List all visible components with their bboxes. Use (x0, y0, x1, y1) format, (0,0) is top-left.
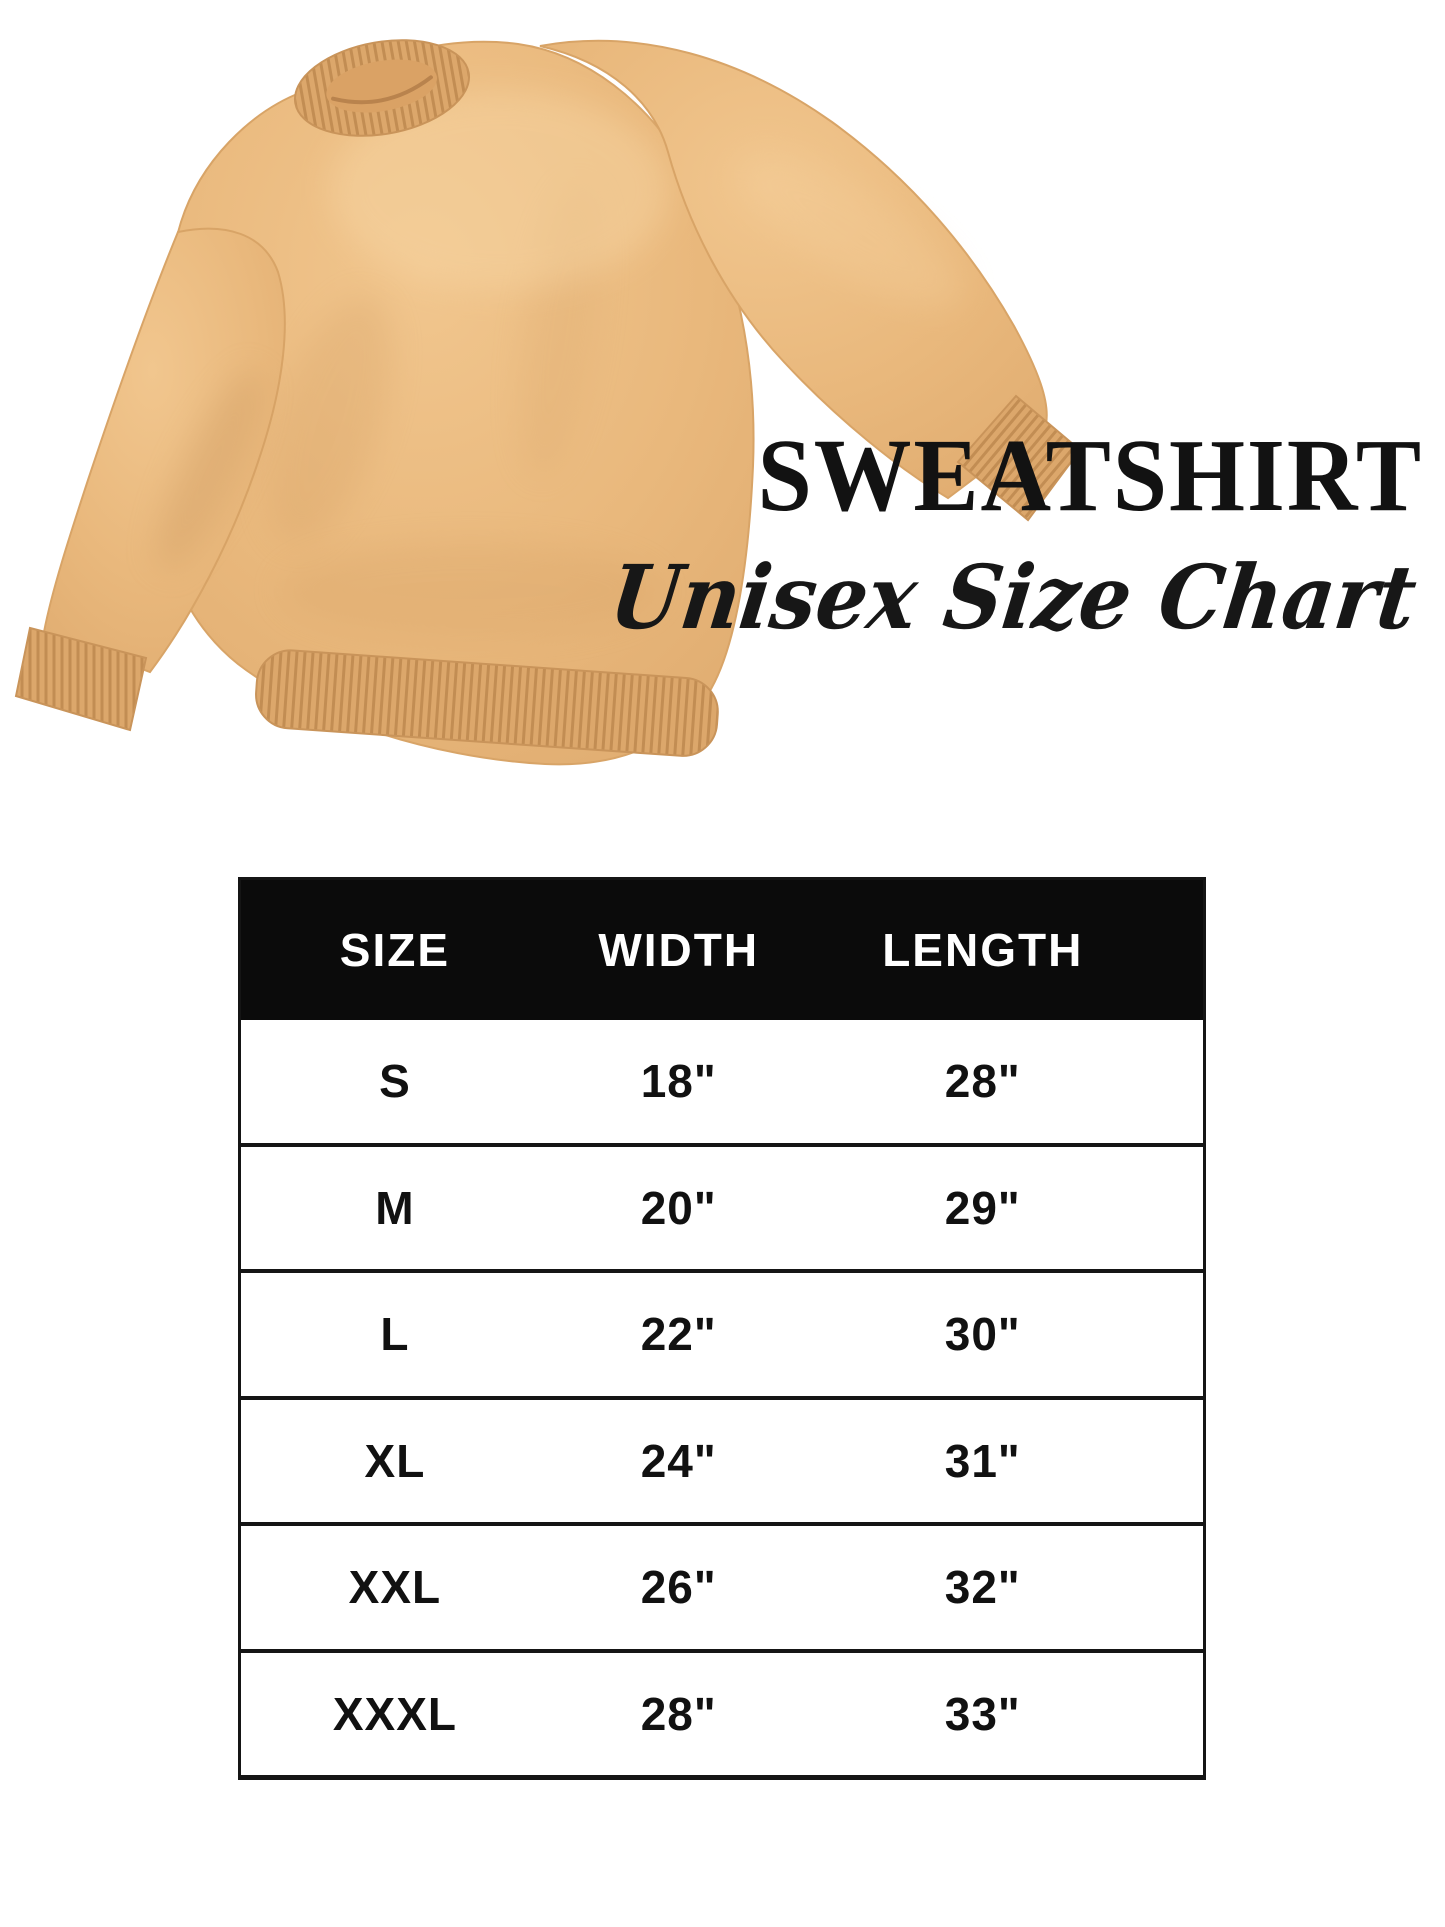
collar-ribbing (293, 39, 471, 137)
size-cell: XXL (348, 1561, 442, 1614)
width-cell: 22" (640, 1308, 717, 1361)
size-table-header: SIZE WIDTH LENGTH (241, 880, 1203, 1020)
table-row: XXL 26" 32" (241, 1522, 1203, 1649)
table-row: L 22" 30" (241, 1269, 1203, 1396)
page-title: SWEATSHIRT (757, 418, 1423, 533)
page-subtitle: Unisex Size Chart (604, 545, 1422, 649)
length-cell: 33" (944, 1687, 1021, 1740)
width-cell: 26" (640, 1561, 717, 1614)
size-table: SIZE WIDTH LENGTH S 18" 28" M 20" 29" L … (238, 877, 1206, 1780)
left-cuff-ribbing (14, 626, 148, 732)
width-cell: 18" (640, 1055, 717, 1108)
size-cell: XL (364, 1434, 426, 1487)
length-cell: 30" (944, 1308, 1021, 1361)
column-header-width: WIDTH (598, 924, 760, 976)
length-cell: 28" (944, 1055, 1021, 1108)
size-cell: XXXL (332, 1687, 457, 1740)
table-row: S 18" 28" (241, 1020, 1203, 1143)
table-row: XL 24" 31" (241, 1395, 1203, 1522)
column-header-length: LENGTH (882, 924, 1084, 976)
length-cell: 32" (944, 1561, 1021, 1614)
sweatshirt-photo (14, 39, 1082, 766)
width-cell: 24" (640, 1434, 717, 1487)
left-sleeve (42, 227, 286, 674)
table-row: M 20" 29" (241, 1142, 1203, 1269)
length-cell: 29" (944, 1181, 1021, 1234)
size-cell: L (380, 1308, 410, 1361)
column-header-size: SIZE (339, 924, 451, 976)
width-cell: 28" (640, 1687, 717, 1740)
width-cell: 20" (640, 1181, 717, 1234)
table-row: XXXL 28" 33" (241, 1648, 1203, 1775)
hem-ribbing (255, 649, 719, 757)
size-cell: M (375, 1181, 415, 1234)
right-cuff-ribbing (956, 394, 1082, 522)
size-cell: S (379, 1055, 411, 1108)
length-cell: 31" (944, 1434, 1021, 1487)
